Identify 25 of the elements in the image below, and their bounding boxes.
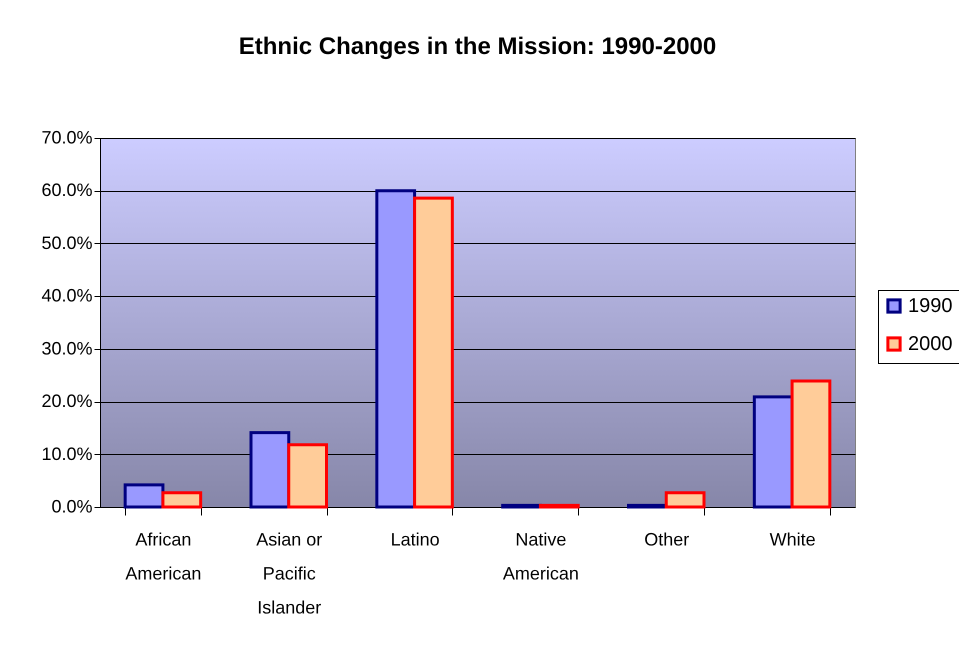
y-tick-label: 60.0% [41,180,92,200]
y-tick-label: 0.0% [51,496,92,516]
legend-label: 1990 [908,295,952,317]
bar [375,189,416,508]
y-tick-label: 50.0% [41,232,92,253]
y-tick-label: 20.0% [41,391,92,412]
bar [250,431,290,508]
x-tick-label: African American [125,530,202,584]
y-tick-label: 30.0% [41,338,92,358]
x-tick-label: Native American [502,530,579,584]
y-tick-label: 70.0% [41,128,92,148]
bar [161,491,202,508]
bar [790,380,832,508]
bar [664,491,706,508]
y-tick-label: 10.0% [41,444,92,464]
x-tick-label: Asian or Pacific Islander [256,530,322,618]
bar [413,196,454,508]
x-tick-label: White [770,530,816,550]
bar [124,483,164,508]
chart-title: Ethnic Changes in the Mission: 1990-2000 [238,33,716,60]
bar [287,443,328,508]
x-tick-label: Other [644,530,690,550]
x-tick-label: Latino [390,530,440,550]
legend-label: 2000 [908,333,952,355]
y-tick-label: 40.0% [41,286,92,306]
